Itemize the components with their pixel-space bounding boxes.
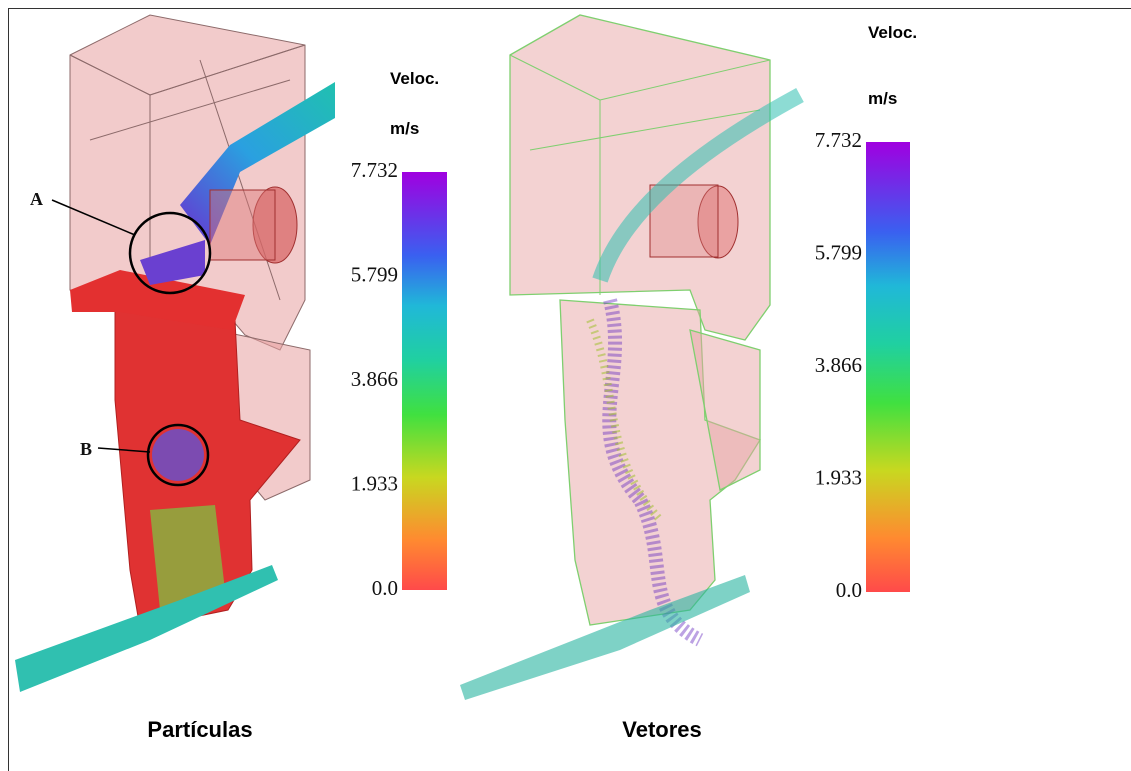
color-scale: [402, 172, 447, 590]
annotation: A: [30, 189, 43, 209]
shape: [510, 15, 770, 340]
colorbar-tick-label: 5.799: [815, 240, 862, 264]
shape: [152, 429, 204, 481]
caption: Partículas: [147, 717, 252, 742]
page: {"panels": [ {"caption": "Partículas", "…: [0, 0, 1131, 771]
particles-render: A B: [15, 15, 335, 692]
colorbar-tick-label: 1.933: [815, 465, 862, 489]
colorbar-unit: m/s: [868, 89, 897, 108]
colorbar-tick-label: 0.0: [836, 578, 862, 602]
shape: [210, 190, 275, 260]
colorbar-title: Veloc.: [868, 23, 917, 42]
annotation: B: [80, 439, 92, 459]
color-scale: [866, 142, 910, 592]
colorbar-tick-label: 7.732: [815, 128, 862, 152]
colorbar: Veloc. m/s 7.732 5.799 3.866 1.933 0.0: [815, 23, 917, 602]
colorbar-tick-label: 3.866: [815, 353, 862, 377]
colorbar-tick-label: 3.866: [351, 367, 398, 391]
colorbar-tick-label: 5.799: [351, 262, 398, 286]
colorbar-tick-label: 0.0: [372, 576, 398, 600]
colorbar-tick-label: 1.933: [351, 471, 398, 495]
colorbar-title: Veloc.: [390, 69, 439, 88]
colorbar: Veloc. m/s 7.732 5.799 3.866 1.933 0.0: [351, 69, 447, 600]
colorbar-tick-label: 7.732: [351, 158, 398, 182]
colorbar-unit: m/s: [390, 119, 419, 138]
figure: A B Veloc. m/s 7.732 5.799 3.866 1.933 0.0 V…: [0, 0, 1131, 771]
caption: Vetores: [622, 717, 702, 742]
vectors-render: [460, 15, 800, 700]
